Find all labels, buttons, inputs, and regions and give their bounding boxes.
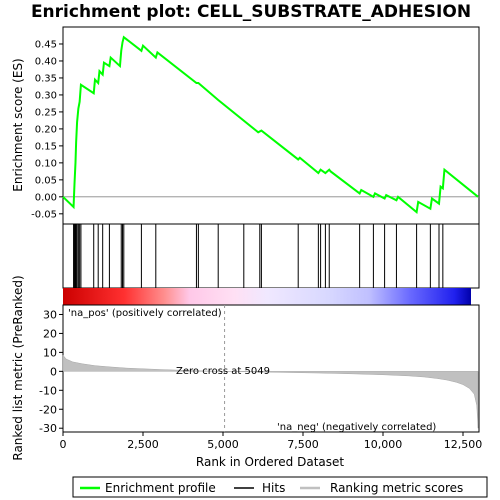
es-y-tick-label: -0.05 [31,209,57,220]
es-y-tick-label: 0.30 [35,90,57,101]
legend-ranking-metric-label: Ranking metric scores [330,481,463,495]
rank-heat-band [63,288,471,305]
ranking-x-tick-label: 12,500 [444,438,483,451]
es-y-tick-label: 0.45 [35,39,57,50]
ranking-x-tick-label: 5,000 [207,438,239,451]
rank-heat-band-fill [63,288,471,305]
ranking-panel: -30 -20 -10 0 10 20 30 0 2,500 5,000 7,500 10,000 1… [11,275,482,469]
ranking-y-tick-label: 20 [43,327,57,340]
ranking-y-axis-label: Ranked list metric (PreRanked) [11,275,25,460]
es-y-tick-label: 0.15 [35,141,57,152]
hit-lines [73,224,444,288]
es-y-tick-label: 0.40 [35,56,57,67]
ranking-x-tick-label: 0 [60,438,67,451]
ranking-y-tick-label: 10 [43,346,57,359]
ranking-x-axis: 0 2,500 5,000 7,500 10,000 12,500 [60,432,483,451]
es-y-tick-label: 0.25 [35,107,57,118]
legend-enrichment-profile-label: Enrichment profile [105,481,216,495]
ranking-y-tick-label: -20 [39,403,57,416]
legend-hits-label: Hits [262,481,285,495]
ranking-y-tick-label: -30 [39,422,57,435]
chart-title: Enrichment plot: CELL_SUBSTRATE_ADHESION [31,2,471,22]
hits-panel [62,223,480,289]
es-y-tick-label: 0.20 [35,124,57,135]
es-y-tick-label: 0.00 [35,192,57,203]
es-y-tick-label: 0.10 [35,158,57,169]
es-plot-frame [62,26,480,225]
ranking-x-axis-label: Rank in Ordered Dataset [196,455,344,469]
hits-frame [62,223,480,289]
ranking-x-tick-label: 10,000 [364,438,403,451]
es-y-tick-label: 0.35 [35,73,57,84]
es-panel: -0.05 0.00 0.05 0.10 0.15 0.20 0.25 0.30 0.35 0.4… [11,26,480,225]
ranking-x-tick-label: 2,500 [127,438,159,451]
positive-correlation-label: 'na_pos' (positively correlated) [68,308,222,319]
ranking-y-tick-label: -10 [39,384,57,397]
es-y-tick-label: 0.05 [35,175,57,186]
es-y-axis: -0.05 0.00 0.05 0.10 0.15 0.20 0.25 0.30 0.35 0.4… [31,39,63,220]
ranking-y-tick-label: 30 [43,308,57,321]
enrichment-profile-line [62,35,479,214]
ranking-y-tick-label: 0 [50,365,57,378]
negative-correlation-label: 'na_neg' (negatively correlated) [277,422,436,433]
ranking-x-tick-label: 7,500 [287,438,319,451]
ranking-y-axis: -30 -20 -10 0 10 20 30 [39,308,63,435]
legend-box [72,476,488,498]
es-y-axis-label: Enrichment score (ES) [11,58,25,191]
ranking-metric-area [62,354,479,429]
legend: Enrichment profile Hits Ranking metric s… [72,476,488,498]
zero-cross-label: Zero cross at 5049 [176,366,270,377]
